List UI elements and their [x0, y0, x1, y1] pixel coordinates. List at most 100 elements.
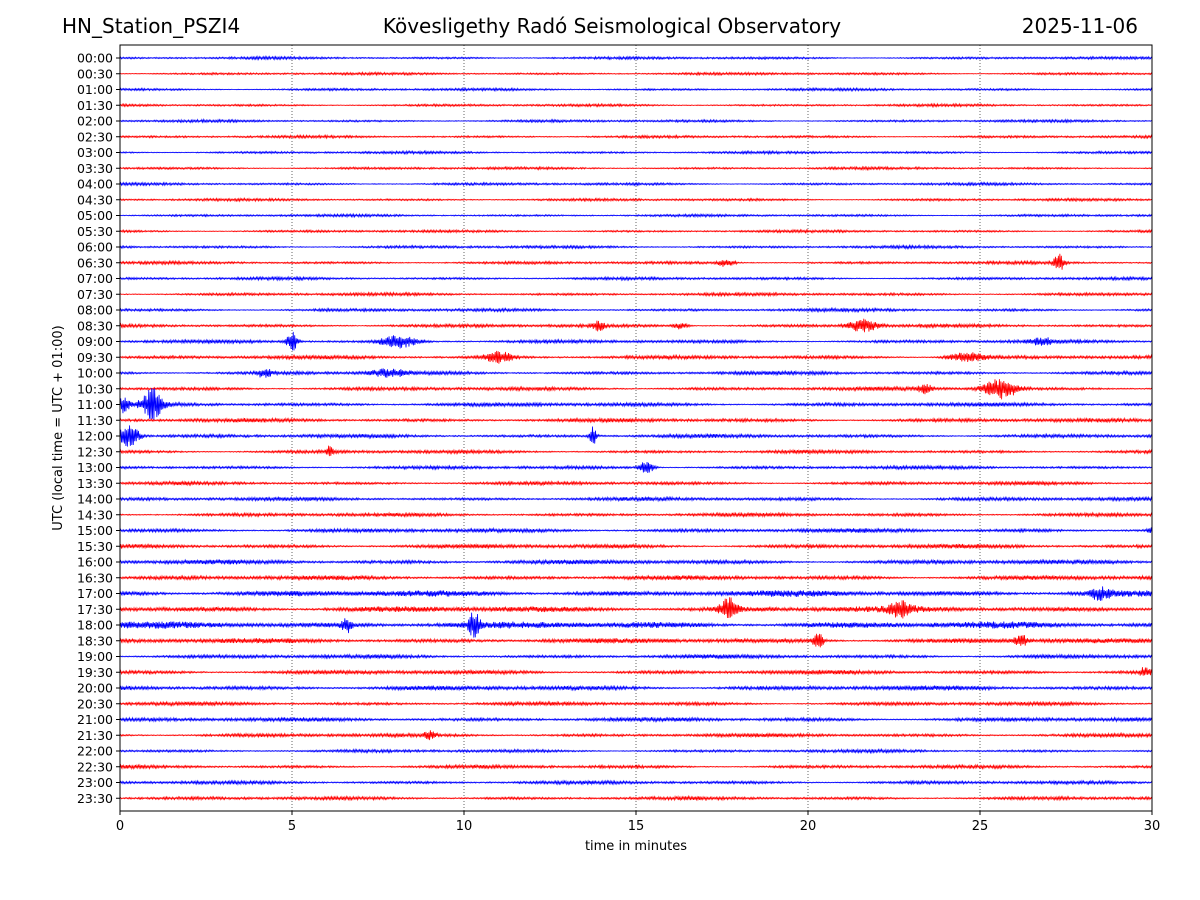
trace-1100 [119, 388, 1153, 420]
trace-2300 [119, 779, 1153, 786]
y-tick-label-10:30: 10:30 [77, 381, 113, 396]
y-tick-label-09:00: 09:00 [77, 334, 113, 349]
trace-1530 [119, 542, 1153, 550]
y-tick-label-19:30: 19:30 [77, 665, 113, 680]
y-tick-label-04:30: 04:30 [77, 192, 113, 207]
x-tick-label-0: 0 [116, 819, 124, 834]
trace-lines [119, 55, 1153, 802]
trace-0100 [119, 86, 1153, 93]
trace-0630 [119, 253, 1153, 270]
y-tick-label-06:30: 06:30 [77, 255, 113, 270]
y-tick-label-15:30: 15:30 [77, 539, 113, 554]
trace-2230 [119, 763, 1153, 771]
trace-0800 [119, 306, 1153, 314]
x-tick-label-5: 5 [288, 819, 296, 834]
y-tick-label-09:30: 09:30 [77, 350, 113, 365]
y-tick-label-02:00: 02:00 [77, 114, 113, 129]
trace-1930 [119, 667, 1153, 676]
y-tick-label-16:30: 16:30 [77, 570, 113, 585]
trace-0430 [119, 196, 1153, 203]
y-tick-label-14:00: 14:00 [77, 492, 113, 507]
trace-1430 [119, 511, 1153, 519]
trace-1600 [119, 558, 1153, 566]
y-tick-label-19:00: 19:00 [77, 649, 113, 664]
y-tick-label-17:30: 17:30 [77, 602, 113, 617]
y-tick-label-00:00: 00:00 [77, 51, 113, 66]
y-tick-label-05:00: 05:00 [77, 208, 113, 223]
trace-0300 [119, 149, 1153, 156]
y-tick-label-13:30: 13:30 [77, 476, 113, 491]
y-tick-label-07:30: 07:30 [77, 287, 113, 302]
y-tick-label-08:30: 08:30 [77, 318, 113, 333]
y-tick-label-10:00: 10:00 [77, 366, 113, 381]
y-tick-label-17:00: 17:00 [77, 586, 113, 601]
y-tick-label-22:00: 22:00 [77, 744, 113, 759]
trace-1000 [119, 368, 1153, 378]
trace-0900 [119, 331, 1153, 351]
y-tick-label-03:30: 03:30 [77, 161, 113, 176]
trace-2200 [119, 747, 1153, 755]
trace-2030 [119, 700, 1153, 708]
y-tick-label-21:30: 21:30 [77, 728, 113, 743]
chart-title: Kövesligethy Radó Seismological Observat… [382, 14, 842, 38]
y-tick-label-12:00: 12:00 [77, 429, 113, 444]
trace-1030 [119, 379, 1153, 400]
trace-1130 [119, 416, 1153, 424]
grid-lines [291, 45, 981, 811]
trace-1500 [119, 526, 1153, 534]
y-tick-label-20:30: 20:30 [77, 696, 113, 711]
x-axis-label: time in minutes [585, 839, 687, 854]
y-tick-label-23:00: 23:00 [77, 775, 113, 790]
y-tick-label-03:00: 03:00 [77, 145, 113, 160]
y-axis-ticks: 00:0000:3001:0001:3002:0002:3003:0003:30… [77, 51, 120, 806]
trace-0530 [119, 228, 1153, 234]
trace-2130 [119, 730, 1153, 741]
y-tick-label-15:00: 15:00 [77, 523, 113, 538]
trace-0500 [119, 212, 1153, 219]
y-tick-label-11:30: 11:30 [77, 413, 113, 428]
trace-1700 [119, 586, 1153, 601]
trace-0400 [119, 181, 1153, 187]
x-tick-label-20: 20 [800, 819, 817, 834]
x-tick-label-10: 10 [456, 819, 473, 834]
y-tick-label-16:00: 16:00 [77, 555, 113, 570]
x-tick-label-30: 30 [1144, 819, 1161, 834]
trace-0030 [119, 70, 1153, 77]
y-tick-label-06:00: 06:00 [77, 240, 113, 255]
y-tick-label-23:30: 23:30 [77, 791, 113, 806]
trace-1630 [119, 574, 1153, 582]
trace-1330 [119, 480, 1153, 487]
trace-2100 [119, 716, 1153, 723]
x-tick-label-15: 15 [628, 819, 645, 834]
trace-0230 [119, 133, 1153, 140]
y-tick-label-02:30: 02:30 [77, 129, 113, 144]
y-tick-label-08:00: 08:00 [77, 303, 113, 318]
trace-2000 [119, 684, 1153, 692]
y-tick-label-13:00: 13:00 [77, 460, 113, 475]
y-tick-label-21:00: 21:00 [77, 712, 113, 727]
y-tick-label-20:00: 20:00 [77, 681, 113, 696]
y-tick-label-04:00: 04:00 [77, 177, 113, 192]
trace-1730 [119, 597, 1153, 619]
trace-0130 [119, 102, 1153, 108]
trace-0830 [119, 318, 1153, 333]
trace-0930 [119, 350, 1153, 364]
x-axis-ticks: 0 5 10 15 20 25 30 [116, 811, 1160, 834]
trace-0200 [119, 118, 1153, 124]
trace-0000 [119, 55, 1153, 61]
y-tick-label-07:00: 07:00 [77, 271, 113, 286]
y-tick-label-18:00: 18:00 [77, 618, 113, 633]
station-name: HN_Station_PSZI4 [62, 14, 241, 38]
trace-1300 [119, 462, 1153, 474]
y-axis-label: UTC (local time = UTC + 01:00) [51, 325, 66, 530]
trace-0700 [119, 275, 1153, 282]
chart-date: 2025-11-06 [1021, 14, 1138, 38]
y-tick-label-05:30: 05:30 [77, 224, 113, 239]
y-tick-label-14:30: 14:30 [77, 507, 113, 522]
trace-1400 [119, 495, 1153, 503]
trace-1830 [119, 633, 1153, 648]
trace-1200 [119, 425, 1153, 447]
trace-0330 [119, 165, 1153, 172]
y-tick-label-11:00: 11:00 [77, 397, 113, 412]
